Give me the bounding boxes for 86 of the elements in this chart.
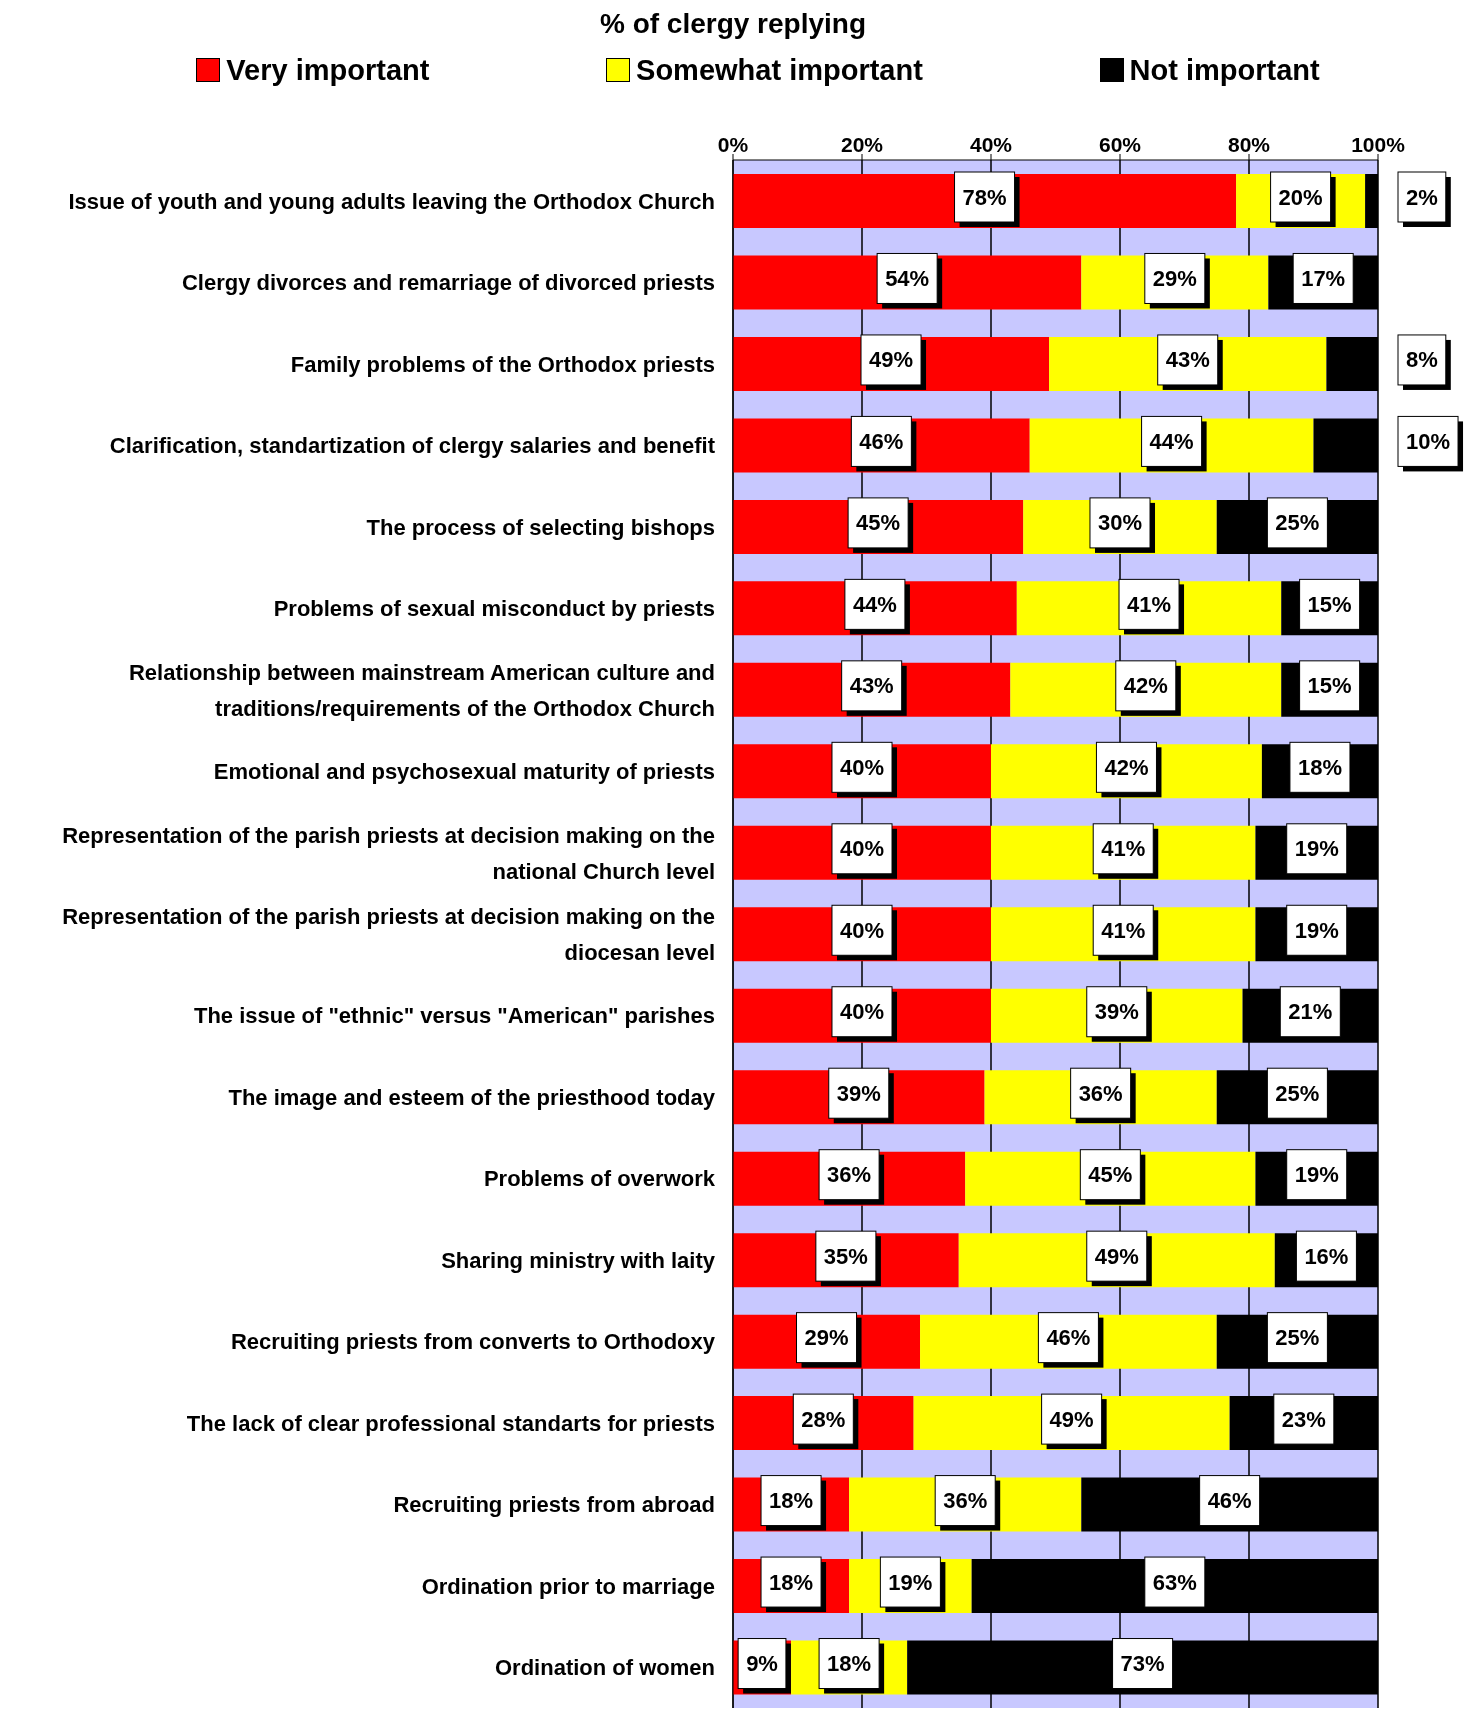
data-label: 10% bbox=[1405, 428, 1451, 454]
data-label: 30% bbox=[1097, 510, 1143, 536]
y-tick-label: The lack of clear professional standarts for priests bbox=[186, 1410, 715, 1436]
data-label: 43% bbox=[1165, 347, 1210, 373]
x-tick-label: 40% bbox=[969, 133, 1013, 156]
y-tick-label: Family problems of the Orthodox priests bbox=[290, 351, 715, 377]
data-label: 41% bbox=[1101, 836, 1146, 862]
data-label: 9% bbox=[746, 1651, 778, 1677]
data-label: 49% bbox=[869, 347, 914, 373]
data-label: 28% bbox=[801, 1406, 846, 1432]
data-label: 40% bbox=[839, 836, 885, 862]
y-tick-label: Ordination of women bbox=[495, 1654, 715, 1680]
data-label: 18% bbox=[769, 1488, 814, 1514]
data-label: 19% bbox=[888, 1569, 933, 1595]
data-label: 41% bbox=[1127, 591, 1172, 617]
data-label: 17% bbox=[1301, 265, 1346, 291]
data-label: 49% bbox=[1049, 1406, 1094, 1432]
data-label: 18% bbox=[1297, 754, 1342, 780]
chart-title: % of clergy replying bbox=[598, 8, 868, 41]
data-label: 29% bbox=[804, 1325, 849, 1351]
y-tick-label: Representation of the parish priests at decision making on the national Church level bbox=[62, 822, 715, 884]
data-label: 36% bbox=[827, 1162, 872, 1188]
x-tick-label: 100% bbox=[1351, 133, 1406, 156]
data-label: 18% bbox=[769, 1569, 814, 1595]
data-label: 45% bbox=[856, 510, 901, 536]
y-tick-label: The issue of "ethnic" versus "American" parishes bbox=[193, 1002, 715, 1028]
legend-label: Very important bbox=[226, 53, 430, 87]
data-label: 41% bbox=[1101, 917, 1146, 943]
legend-label: Not important bbox=[1129, 53, 1320, 87]
data-label: 49% bbox=[1094, 1243, 1139, 1269]
data-label: 36% bbox=[1078, 1080, 1123, 1106]
y-tick-label: Clergy divorces and remarriage of divorced priests bbox=[181, 269, 715, 295]
data-label: 78% bbox=[962, 184, 1007, 210]
data-label: 35% bbox=[823, 1243, 868, 1269]
data-label: 25% bbox=[1275, 1080, 1320, 1106]
data-label: 36% bbox=[943, 1488, 988, 1514]
y-tick-label: Relationship between mainstream American culture and traditions/requirements of the Orthodox Church bbox=[128, 659, 715, 721]
data-label: 40% bbox=[839, 754, 885, 780]
data-label: 45% bbox=[1088, 1162, 1133, 1188]
data-label: 16% bbox=[1304, 1243, 1349, 1269]
x-tick-label: 0% bbox=[717, 133, 749, 156]
data-label: 40% bbox=[839, 999, 885, 1025]
data-label: 42% bbox=[1123, 673, 1168, 699]
data-label: 29% bbox=[1152, 265, 1197, 291]
data-label: 19% bbox=[1294, 917, 1339, 943]
y-tick-label: Clarification, standartization of clergy salaries and benefit bbox=[109, 432, 716, 458]
data-label: 73% bbox=[1120, 1651, 1165, 1677]
data-label: 19% bbox=[1294, 836, 1339, 862]
data-label: 2% bbox=[1406, 184, 1438, 210]
x-tick-label: 20% bbox=[840, 133, 884, 156]
data-label: 19% bbox=[1294, 1162, 1339, 1188]
y-tick-label: Emotional and psychosexual maturity of priests bbox=[213, 758, 715, 784]
y-tick-label: Representation of the parish priests at decision making on the diocesan level bbox=[62, 903, 715, 965]
data-label: 42% bbox=[1104, 754, 1149, 780]
y-tick-label: Issue of youth and young adults leaving the Orthodox Church bbox=[68, 188, 715, 214]
data-label: 20% bbox=[1278, 184, 1323, 210]
data-label: 46% bbox=[1207, 1488, 1252, 1514]
data-label: 46% bbox=[859, 428, 904, 454]
y-tick-label: Recruiting priests from converts to Orthodoxy bbox=[230, 1328, 716, 1354]
data-label: 8% bbox=[1406, 347, 1438, 373]
y-tick-label: Problems of sexual misconduct by priests bbox=[273, 595, 715, 621]
data-label: 54% bbox=[885, 265, 930, 291]
data-label: 46% bbox=[1046, 1325, 1091, 1351]
data-label: 15% bbox=[1307, 591, 1352, 617]
data-label: 23% bbox=[1281, 1406, 1326, 1432]
data-label: 21% bbox=[1288, 999, 1333, 1025]
data-label: 43% bbox=[849, 673, 894, 699]
data-label: 18% bbox=[827, 1651, 872, 1677]
data-label: 44% bbox=[852, 591, 897, 617]
data-label: 39% bbox=[1094, 999, 1139, 1025]
data-label: 15% bbox=[1307, 673, 1352, 699]
data-label: 44% bbox=[1149, 428, 1194, 454]
data-label: 25% bbox=[1275, 510, 1320, 536]
data-label: 39% bbox=[836, 1080, 881, 1106]
x-tick-label: 80% bbox=[1227, 133, 1271, 156]
y-tick-label: The image and esteem of the priesthood today bbox=[228, 1084, 716, 1110]
y-tick-label: The process of selecting bishops bbox=[366, 514, 715, 540]
y-tick-label: Ordination prior to marriage bbox=[421, 1573, 715, 1599]
data-label: 25% bbox=[1275, 1325, 1320, 1351]
legend-label: Somewhat important bbox=[636, 53, 923, 87]
y-tick-label: Problems of overwork bbox=[483, 1165, 716, 1191]
data-label: 40% bbox=[839, 917, 885, 943]
data-label: 63% bbox=[1152, 1569, 1197, 1595]
y-tick-label: Sharing ministry with laity bbox=[441, 1247, 716, 1273]
y-tick-label: Recruiting priests from abroad bbox=[393, 1491, 715, 1517]
x-tick-label: 60% bbox=[1098, 133, 1142, 156]
